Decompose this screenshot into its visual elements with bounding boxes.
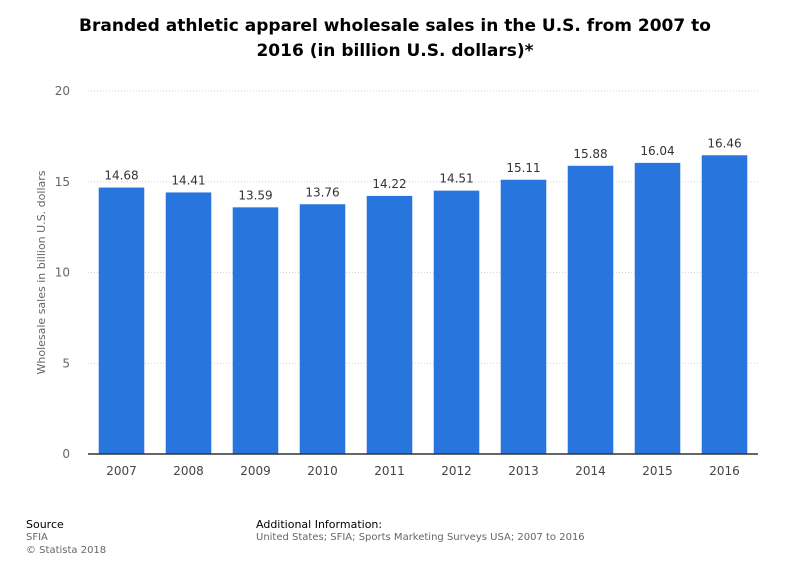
bar — [701, 155, 748, 454]
additional-info-block: Additional Information: United States; S… — [256, 518, 585, 544]
y-tick-label: 20 — [55, 84, 70, 98]
bar-chart: 0 5 10 15 20 Wholesale sales in billion U.S. … — [35, 84, 758, 478]
bar — [567, 165, 614, 454]
y-tick-label: 0 — [62, 447, 70, 461]
chart-title-line-2: 2016 (in billion U.S. dollars)* — [256, 41, 534, 61]
additional-info-text: United States; SFIA; Sports Marketing Su… — [256, 532, 585, 543]
x-tick-label: 2014 — [575, 464, 606, 478]
bar — [433, 190, 480, 454]
bar — [165, 192, 212, 454]
x-tick-label: 2010 — [307, 464, 338, 478]
data-label: 16.46 — [707, 136, 741, 150]
bar — [232, 207, 279, 454]
x-tick-label: 2009 — [240, 464, 271, 478]
source-heading: Source — [26, 518, 64, 531]
source-block: Source SFIA © Statista 2018 — [26, 518, 106, 557]
chart-title-line-1: Branded athletic apparel wholesale sales… — [79, 16, 711, 36]
data-label: 14.68 — [104, 169, 138, 183]
data-label: 13.59 — [238, 188, 272, 202]
data-label: 14.22 — [372, 177, 406, 191]
x-tick-label: 2011 — [374, 464, 405, 478]
data-label: 14.41 — [171, 173, 205, 187]
data-label: 15.88 — [573, 147, 607, 161]
bar — [500, 179, 547, 455]
x-tick-label: 2008 — [173, 464, 204, 478]
source-line-1: SFIA — [26, 532, 48, 543]
additional-info-heading: Additional Information: — [256, 518, 383, 531]
x-tick-label: 2015 — [642, 464, 673, 478]
x-tick-label: 2016 — [709, 464, 740, 478]
chart-title: Branded athletic apparel wholesale sales… — [20, 14, 770, 64]
bar — [366, 195, 413, 455]
y-tick-label: 15 — [55, 175, 70, 189]
x-tick-label: 2012 — [441, 464, 472, 478]
x-tick-label: 2007 — [106, 464, 137, 478]
data-label: 13.76 — [305, 185, 339, 199]
y-tick-label: 10 — [55, 266, 70, 280]
source-line-2: © Statista 2018 — [26, 545, 107, 556]
data-label: 15.11 — [506, 161, 540, 175]
bar — [98, 187, 145, 455]
bar — [634, 162, 681, 454]
y-axis-title: Wholesale sales in billion U.S. dollars — [35, 170, 48, 374]
data-label: 14.51 — [439, 172, 473, 186]
data-label: 16.04 — [640, 144, 674, 158]
x-tick-label: 2013 — [508, 464, 539, 478]
y-tick-label: 5 — [62, 356, 70, 370]
bar — [299, 204, 346, 454]
